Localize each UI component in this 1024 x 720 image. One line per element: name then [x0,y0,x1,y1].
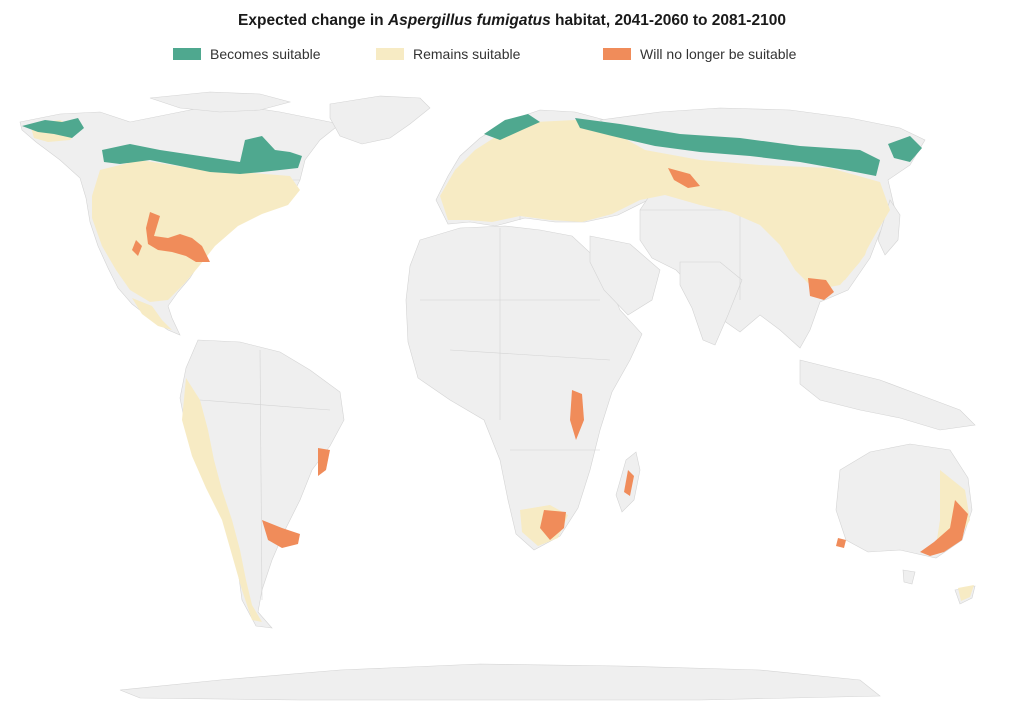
legend-label-becomes-suitable: Becomes suitable [210,46,321,62]
no-longer-suitable-regions [132,168,968,556]
nolonger-eastern-us [146,212,210,262]
world-map [19,91,976,701]
antarctica [119,663,881,701]
nolonger-brazil-east [318,448,330,476]
nolonger-australia-se [920,500,968,556]
nolonger-brazil-south [262,520,300,548]
africa [405,225,643,551]
remains-south-america [182,378,262,622]
legend-swatch-becomes-suitable [173,48,201,60]
legend-item-becomes-suitable: Becomes suitable [173,46,321,62]
becomes-suitable-regions [22,114,922,176]
title-prefix: Expected change in [238,12,388,29]
becomes-alaska [22,118,84,138]
remains-north-america [92,160,300,302]
greenland [329,95,431,145]
legend-label-no-longer-suitable: Will no longer be suitable [640,46,797,62]
border-sa-1 [199,399,331,411]
becomes-canada [102,136,302,174]
legend-swatch-no-longer-suitable [603,48,631,60]
nolonger-central-asia [668,168,700,188]
nolonger-east-africa [570,390,584,440]
remains-europe-russia [440,120,890,290]
legend-label-remains-suitable: Remains suitable [413,46,521,62]
arctic-islands [149,91,292,113]
remains-mexico [132,298,172,330]
becomes-east-asia [888,136,922,162]
nolonger-south-africa [540,510,566,540]
map-title: Expected change in Aspergillus fumigatus… [0,12,1024,30]
india [679,261,743,346]
becomes-siberia [575,118,880,176]
border-africa-3 [449,349,611,361]
border-sa-2 [259,349,263,601]
nolonger-madagascar [624,470,634,496]
arabian-peninsula [589,235,661,316]
remains-new-zealand [958,585,974,601]
legend-item-remains-suitable: Remains suitable [376,46,520,62]
legend-swatch-remains-suitable [376,48,404,60]
nolonger-china-south [808,278,834,300]
title-species: Aspergillus fumigatus [387,12,551,29]
legend-item-no-longer-suitable: Will no longer be suitable [603,46,796,62]
tasmania [902,569,916,585]
southeast-asia-islands [799,359,976,431]
becomes-northern-europe [484,114,540,140]
nolonger-us-plains [132,240,142,256]
remains-east-china [780,195,875,288]
legend: Becomes suitable Remains suitable Will n… [0,46,1024,68]
nolonger-australia-sw [836,538,846,548]
title-suffix: habitat, 2041-2060 to 2081-2100 [550,12,786,29]
